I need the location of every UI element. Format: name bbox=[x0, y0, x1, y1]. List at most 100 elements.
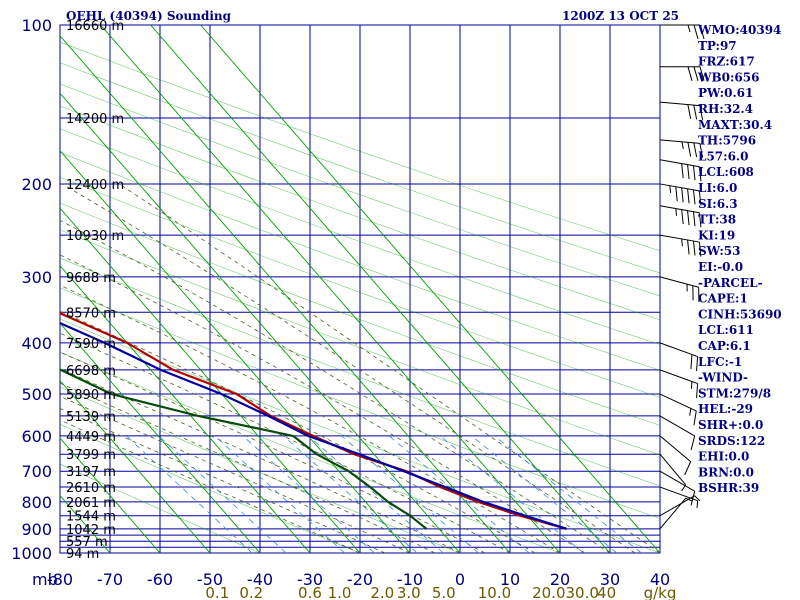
wind-barb-staff bbox=[659, 234, 700, 243]
wind-barb-flag bbox=[687, 239, 690, 255]
wind-barb-flag bbox=[699, 24, 705, 40]
dry-adiabat bbox=[60, 386, 461, 553]
stat-line: EI:-0.0 bbox=[698, 260, 743, 274]
moist-adiabat bbox=[60, 408, 386, 553]
isotherm-line bbox=[60, 322, 261, 553]
stat-line: LCL:608 bbox=[698, 165, 754, 179]
stat-line: CAP:6.1 bbox=[698, 339, 751, 353]
mixing-ratio-line bbox=[158, 435, 287, 553]
wind-barb-flag bbox=[687, 104, 692, 119]
wind-barb-flag bbox=[681, 163, 684, 179]
wind-barb-half-flag bbox=[669, 185, 672, 193]
mixing-ratio-line bbox=[440, 435, 584, 553]
stat-line: SW:53 bbox=[698, 244, 740, 258]
chart-date: 1200Z 13 OCT 25 bbox=[562, 9, 679, 23]
temperature-tick-label: -30 bbox=[297, 570, 323, 589]
stat-line: L57:6.0 bbox=[698, 149, 748, 163]
isotherm-line bbox=[60, 437, 161, 553]
stat-line: WB0:656 bbox=[697, 70, 759, 84]
wind-barbs bbox=[659, 24, 705, 530]
wind-barb-flag bbox=[690, 354, 693, 370]
pressure-tick-label: 300 bbox=[21, 268, 52, 287]
height-label: 4449 m bbox=[66, 430, 116, 445]
wind-barb bbox=[659, 453, 687, 492]
wind-barb-flag bbox=[699, 105, 704, 121]
temperature-tick-label: -10 bbox=[397, 570, 423, 589]
wind-barb-flag bbox=[693, 105, 698, 120]
wind-barb-flag bbox=[675, 186, 678, 202]
temperature-tick-label: -60 bbox=[147, 570, 173, 589]
pressure-tick-label: 1000 bbox=[11, 544, 52, 563]
wind-barb-staff bbox=[659, 159, 700, 168]
mixing-ratio-label: 10.0 bbox=[478, 584, 511, 600]
height-label: 10930 m bbox=[66, 229, 124, 244]
wind-barb-staff bbox=[659, 205, 700, 214]
dry-adiabat bbox=[60, 176, 660, 398]
isotherm-line bbox=[0, 25, 10, 553]
wind-barb-flag bbox=[687, 188, 690, 204]
temperature-tick-label: 20 bbox=[550, 570, 570, 589]
mixing-ratio-label: 2.0 bbox=[370, 584, 394, 600]
series bbox=[60, 311, 567, 530]
height-label: 557 m bbox=[66, 535, 108, 550]
stat-line: SRDS:122 bbox=[698, 434, 765, 448]
wind-barb bbox=[659, 393, 697, 426]
dry-adiabat bbox=[60, 128, 660, 345]
wind-barb-staff bbox=[659, 495, 695, 517]
height-label: 7590 m bbox=[66, 337, 116, 352]
mixing-ratio-line bbox=[126, 435, 253, 553]
isotherm-line bbox=[60, 264, 311, 553]
wind-barb-flag bbox=[692, 240, 696, 256]
dry-adiabat bbox=[60, 83, 660, 297]
height-label: 1544 m bbox=[66, 510, 116, 525]
height-label: 94 m bbox=[66, 547, 99, 562]
stat-line: TP:97 bbox=[698, 39, 737, 53]
wind-barb-flag bbox=[681, 209, 684, 225]
wind-barb bbox=[659, 205, 702, 228]
wind-barb bbox=[659, 435, 692, 476]
wind-barb-flag bbox=[692, 211, 696, 227]
parcel-line bbox=[60, 321, 567, 530]
wind-barb-flag bbox=[698, 166, 702, 182]
mixing-ratio-label: 0.2 bbox=[239, 584, 263, 600]
pressure-tick-label: 800 bbox=[21, 493, 52, 512]
stat-line: SI:6.3 bbox=[698, 197, 738, 211]
dry-adiabat bbox=[60, 105, 660, 321]
wind-barb bbox=[659, 415, 696, 451]
dry-adiabat bbox=[60, 423, 361, 553]
height-label: 1042 m bbox=[66, 523, 116, 538]
isotherm-line bbox=[60, 379, 211, 553]
pressure-tick-label: 700 bbox=[21, 462, 52, 481]
wind-barb-staff bbox=[659, 435, 691, 462]
stat-line: EHI:0.0 bbox=[698, 450, 749, 464]
wind-barb bbox=[659, 139, 704, 158]
wind-barb-staff bbox=[659, 183, 700, 192]
isotherm-line bbox=[60, 150, 411, 553]
wind-barb-staff bbox=[659, 342, 698, 358]
wind-barb bbox=[660, 24, 705, 40]
wind-barb bbox=[659, 101, 704, 121]
wind-barb-half-flag bbox=[689, 408, 692, 416]
moist-adiabat bbox=[60, 419, 361, 553]
stat-line: PW:0.61 bbox=[698, 86, 753, 100]
wind-barb-flag bbox=[696, 383, 699, 399]
wind-barb-staff bbox=[659, 393, 697, 412]
mixing-ratio-label: 5.0 bbox=[432, 584, 456, 600]
dry-adiabat bbox=[60, 229, 660, 456]
dry-adiabat bbox=[60, 463, 261, 553]
wind-barb-half-flag bbox=[681, 141, 684, 149]
wind-barb bbox=[659, 234, 702, 257]
moist-adiabat bbox=[60, 382, 436, 553]
wind-barb bbox=[659, 276, 700, 302]
stat-line: RH:32.4 bbox=[698, 102, 753, 116]
mixing-ratio-label: 1.0 bbox=[328, 584, 352, 600]
temperature-line bbox=[60, 311, 567, 530]
temperature-tick-label: -80 bbox=[47, 570, 73, 589]
stat-line: STM:279/8 bbox=[698, 386, 771, 400]
temperature-tick-label: 40 bbox=[650, 570, 670, 589]
dry-adiabat bbox=[60, 202, 660, 426]
wind-barb bbox=[660, 66, 705, 81]
pressure-tick-label: 900 bbox=[21, 520, 52, 539]
